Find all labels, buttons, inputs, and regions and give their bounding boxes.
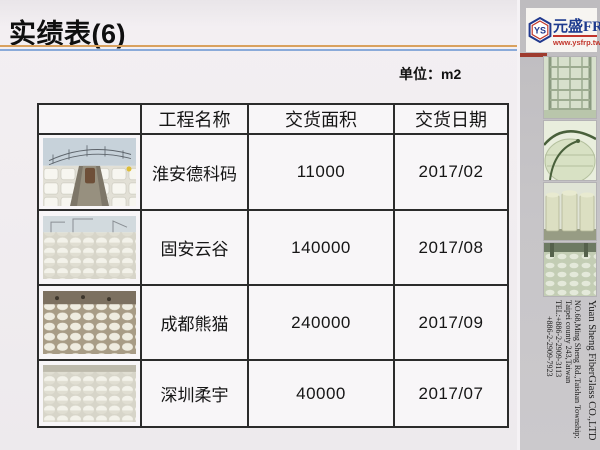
header-photo-cell (37, 103, 142, 135)
brand-name: 元盛FRP (553, 19, 600, 35)
sidebar-photo-tank (544, 121, 596, 180)
slide-canvas: 实绩表(6) 单位：m2 工程名称 交货面积 交货日期 (0, 0, 517, 450)
project-photo-guan (43, 216, 136, 279)
table-row: 淮安德科码 11000 2017/02 (37, 133, 509, 211)
company-address-2: Taipei county 243,Taiwan (563, 300, 573, 384)
project-photo-huaian (43, 138, 136, 206)
brand-website: www.ysfrp.tw (553, 35, 600, 47)
table-row: 成都熊猫 240000 2017/09 (37, 284, 509, 361)
delivery-date: 2017/08 (393, 209, 509, 286)
project-photo-cell (37, 209, 142, 286)
page-title: 实绩表(6) (9, 19, 126, 49)
project-name: 淮安德科码 (140, 133, 249, 211)
company-logo: YS 元盛FRP www.ysfrp.tw (526, 8, 600, 52)
table-row: 深圳柔宇 40000 2017/07 (37, 359, 509, 428)
delivery-area: 40000 (247, 359, 395, 428)
ys-hexagon-icon: YS (528, 17, 552, 43)
delivery-area: 240000 (247, 284, 395, 361)
performance-table: 工程名称 交货面积 交货日期 (37, 103, 509, 428)
company-address-1: NO.68,Ming Sheng Rd.,Taishan Township; (573, 300, 583, 439)
sidebar-photo-factory-floor (544, 243, 596, 296)
header-project-name: 工程名称 (140, 103, 249, 135)
header-delivery-area: 交货面积 (247, 103, 395, 135)
project-photo-cell (37, 359, 142, 428)
logo-accent-bar (520, 53, 547, 57)
company-contact-block: Yuan Sheng FiberGlass CO.,LTD NO.68,Ming… (535, 300, 597, 448)
project-name: 固安云谷 (140, 209, 249, 286)
delivery-date: 2017/02 (393, 133, 509, 211)
title-rule-blue (0, 49, 517, 51)
title-rule-orange (0, 45, 517, 47)
project-photo-chengdu (43, 291, 136, 354)
company-tel-1: TEL:+886-2-2909-3113 (554, 300, 564, 378)
header-delivery-date: 交货日期 (393, 103, 509, 135)
project-name: 深圳柔宇 (140, 359, 249, 428)
logo-monogram: YS (534, 26, 546, 36)
delivery-date: 2017/07 (393, 359, 509, 428)
company-name: Yuan Sheng FiberGlass CO.,LTD (586, 300, 597, 441)
delivery-date: 2017/09 (393, 284, 509, 361)
table-row: 固安云谷 140000 2017/08 (37, 209, 509, 286)
delivery-area: 140000 (247, 209, 395, 286)
project-photo-cell (37, 133, 142, 211)
project-name: 成都熊猫 (140, 284, 249, 361)
delivery-area: 11000 (247, 133, 395, 211)
sidebar-photo-storage-tanks (544, 183, 596, 240)
company-tel-2: +886-2-2909-7923 (544, 316, 554, 377)
company-sidebar: YS 元盛FRP www.ysfrp.tw (517, 0, 600, 450)
project-photo-cell (37, 284, 142, 361)
sidebar-divider (517, 0, 520, 450)
table-header-row: 工程名称 交货面积 交货日期 (37, 103, 509, 135)
unit-label: 单位：m2 (399, 66, 462, 82)
sidebar-photo-ceiling (544, 57, 596, 118)
project-photo-shenzhen (43, 365, 136, 422)
